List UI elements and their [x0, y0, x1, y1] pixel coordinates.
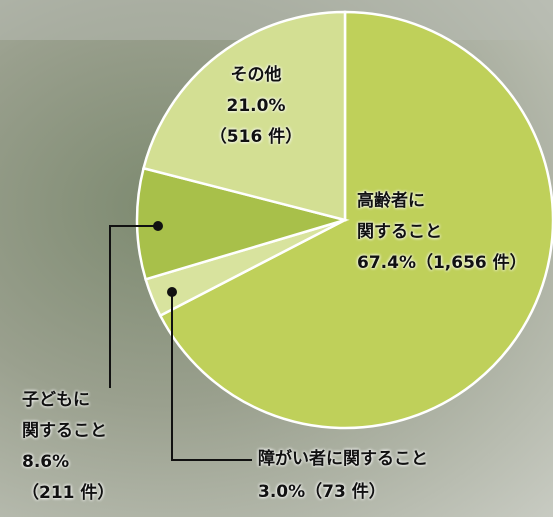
pie-slice [142, 10, 347, 222]
category-label: 高齢者に 関すること [357, 191, 442, 242]
category-label: 障がい者に関すること [258, 449, 428, 469]
leader-line [171, 292, 252, 461]
pie-slice [158, 10, 553, 430]
pie-slice [135, 166, 350, 281]
leader-dot [167, 287, 177, 297]
value-label: 21.0% （516 件） [209, 96, 303, 147]
leader-line [109, 225, 158, 388]
value-label: 8.6% （211 件） [22, 452, 115, 503]
leader-dot [153, 221, 163, 231]
value-label: 67.4%（1,656 件） [357, 253, 527, 273]
category-label: 子どもに 関すること [22, 390, 107, 441]
value-label: 3.0%（73 件） [258, 482, 386, 502]
category-label: その他 [230, 65, 282, 85]
